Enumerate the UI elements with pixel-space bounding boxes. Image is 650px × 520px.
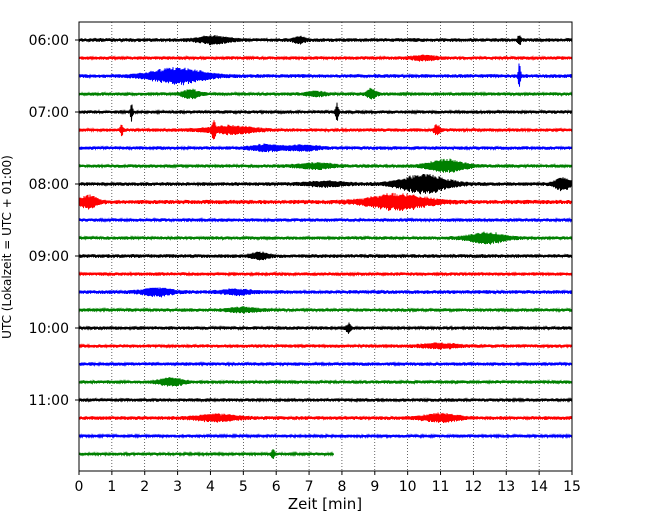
x-tick-label: 7: [305, 479, 314, 495]
seismic-trace: [78, 231, 573, 245]
seismic-trace: [78, 342, 573, 350]
y-tick-label: 07:00: [29, 105, 69, 121]
y-axis-ticks: 06:00 07:00 08:00 09:00 10:00 11:00: [29, 33, 79, 409]
seismic-trace: [78, 120, 573, 140]
y-tick-label: 08:00: [29, 177, 69, 193]
seismic-trace: [78, 63, 573, 87]
x-tick-label: 3: [173, 479, 182, 495]
seismic-trace: [78, 306, 573, 314]
x-tick-label: 0: [75, 479, 84, 495]
seismic-trace: [78, 412, 573, 423]
seismic-trace: [78, 87, 573, 100]
seismic-trace: [78, 360, 573, 368]
x-tick-label: 14: [530, 479, 548, 495]
seismic-trace: [78, 251, 573, 261]
plot-frame: [78, 21, 573, 472]
x-tick-label: 13: [497, 479, 515, 495]
seismic-trace: [78, 432, 573, 440]
x-tick-label: 4: [206, 479, 215, 495]
seismic-trace: [78, 143, 573, 153]
x-axis-label: Zeit [min]: [288, 495, 362, 513]
x-tick-label: 12: [464, 479, 482, 495]
seismic-trace: [78, 54, 573, 62]
y-tick-label: 10:00: [29, 321, 69, 337]
x-tick-label: 8: [337, 479, 346, 495]
x-axis-ticks: 0 1 2 3 4 5 6 7 8 9 10 11 12 13 14 15: [75, 471, 581, 495]
seismic-trace: [78, 35, 573, 46]
seismic-trace: [78, 173, 573, 195]
grid-lines: [111, 22, 540, 471]
x-tick-label: 9: [370, 479, 379, 495]
x-tick-label: 15: [563, 479, 581, 495]
seismic-trace: [78, 397, 573, 404]
seismic-trace: [78, 322, 573, 334]
seismic-trace: [78, 216, 573, 224]
y-axis-label: UTC (Lokalzeit = UTC + 01:00): [0, 155, 14, 339]
y-tick-label: 11:00: [29, 393, 69, 409]
seismic-traces: [78, 35, 573, 459]
x-tick-label: 11: [432, 479, 450, 495]
x-tick-label: 1: [107, 479, 116, 495]
seismic-trace: [78, 449, 334, 459]
x-tick-label: 2: [140, 479, 149, 495]
y-tick-label: 06:00: [29, 33, 69, 49]
seismic-trace: [78, 158, 573, 173]
seismic-trace: [78, 102, 573, 122]
seismic-trace: [78, 377, 573, 387]
seismic-trace: [78, 287, 573, 298]
x-tick-label: 10: [399, 479, 417, 495]
x-tick-label: 6: [272, 479, 281, 495]
seismic-trace: [78, 192, 573, 211]
seismic-trace: [78, 270, 573, 278]
x-tick-label: 5: [239, 479, 248, 495]
y-tick-label: 09:00: [29, 249, 69, 265]
